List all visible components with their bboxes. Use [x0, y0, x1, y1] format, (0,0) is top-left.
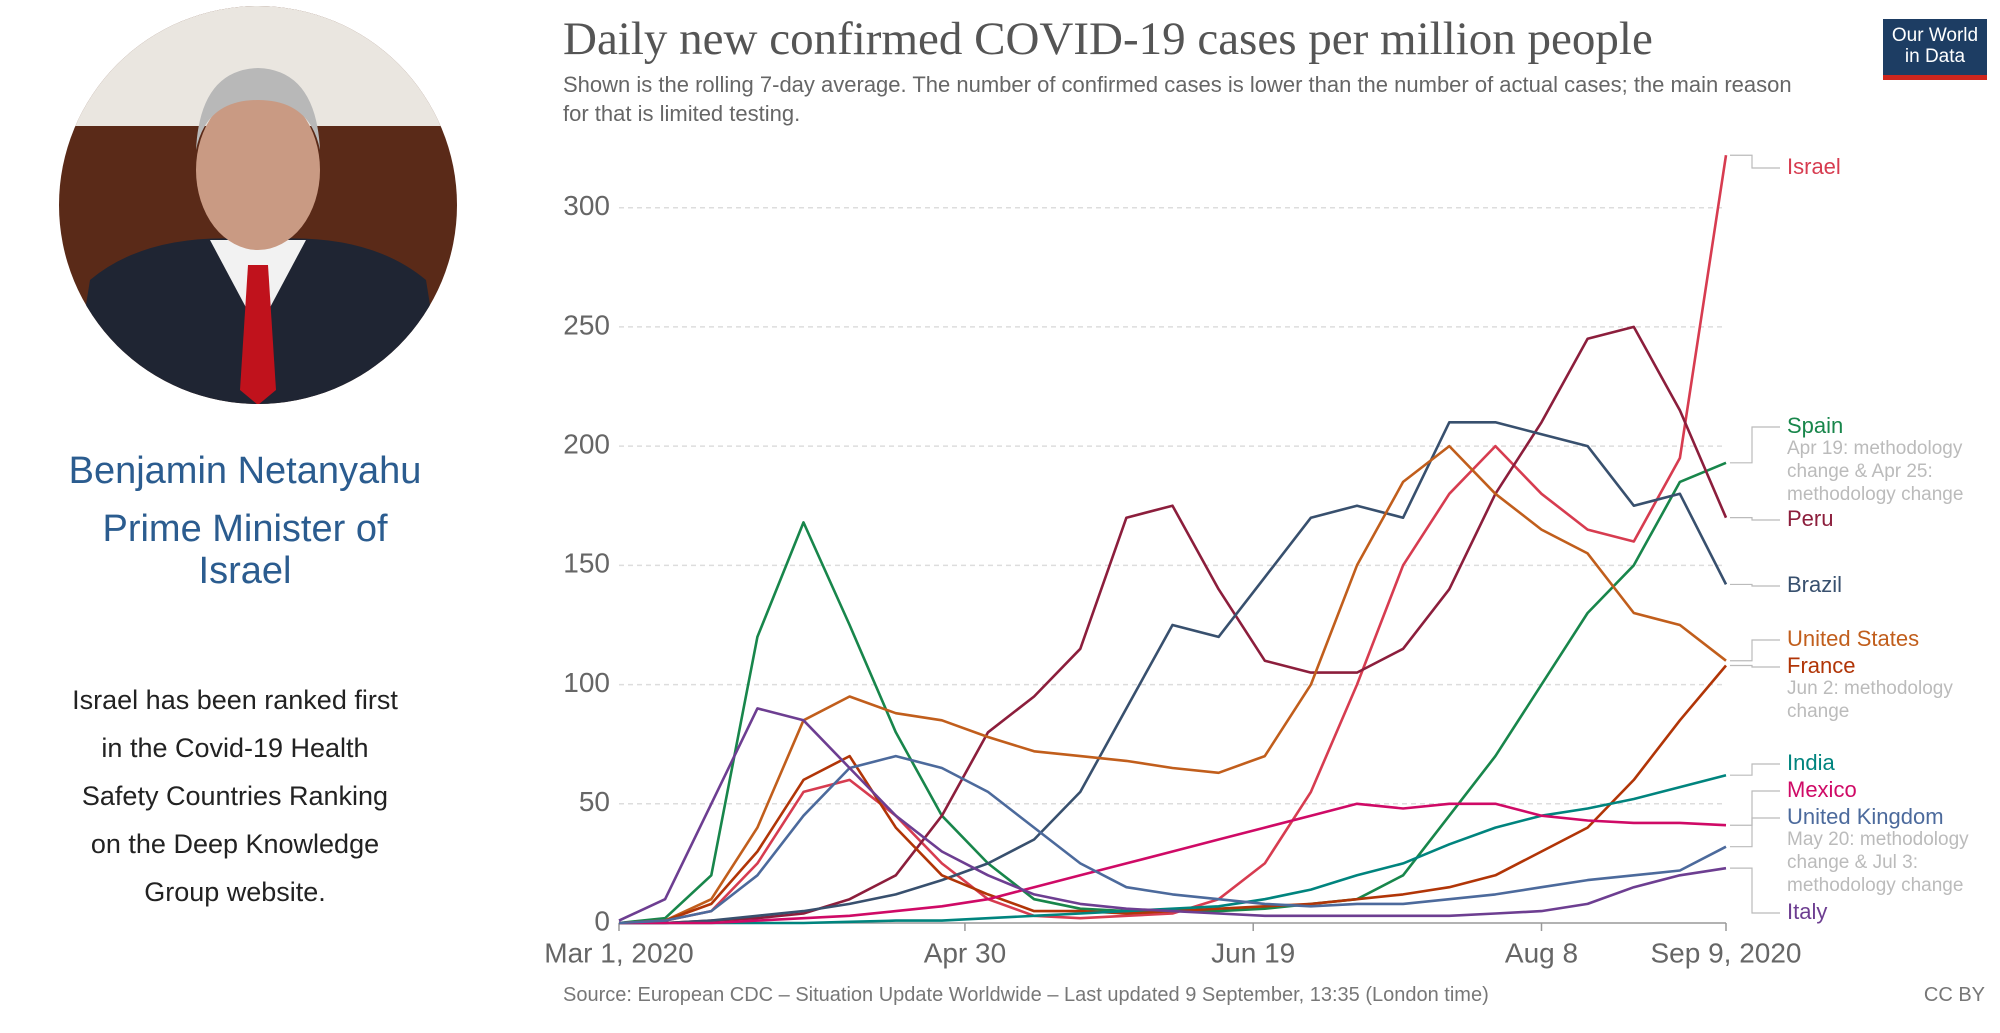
label-connector: [1730, 763, 1780, 776]
y-tick-label: 200: [563, 429, 610, 460]
legend-label: United Kingdom: [1787, 804, 1944, 829]
x-tick-label: Jun 19: [1211, 937, 1295, 968]
series-line: [618, 707, 1727, 922]
y-tick-label: 50: [579, 786, 610, 817]
y-tick-label: 100: [563, 667, 610, 698]
y-tick-label: 0: [594, 905, 610, 936]
series-line: [619, 421, 1728, 925]
series-note: Jun 2: methodology change: [1787, 678, 1953, 722]
logo[interactable]: Our World in Data: [1883, 19, 1987, 80]
legend-label: India: [1787, 750, 1835, 775]
label-connector: [1730, 426, 1780, 464]
series-line: [618, 754, 1727, 925]
legend-label: Spain: [1787, 413, 1844, 438]
y-tick-label: 300: [563, 190, 610, 221]
series-note: Apr 19: methodology change & Apr 25: met…: [1787, 438, 1964, 505]
label-connector: [1730, 517, 1780, 521]
series-line: [619, 773, 1727, 925]
label-connector: [1730, 583, 1780, 587]
series-line: [619, 325, 1728, 925]
y-tick-label: 150: [563, 548, 610, 579]
y-tick-label: 250: [563, 309, 610, 340]
legend-label: Italy: [1787, 899, 1828, 924]
x-tick-label: Aug 8: [1505, 937, 1578, 968]
person-note: Israel has been ranked first in the Covi…: [72, 685, 398, 907]
label-connector: [1730, 817, 1780, 848]
label-connector: [1730, 639, 1780, 662]
x-tick-label: Sep 9, 2020: [1650, 937, 1801, 968]
chart-subtitle: Shown is the rolling 7-day average. The …: [563, 72, 1792, 126]
portrait: [59, 6, 457, 404]
series-note: May 20: methodology change & Jul 3: meth…: [1787, 829, 1969, 896]
x-tick-label: Apr 30: [924, 937, 1007, 968]
person-name: Benjamin Netanyahu: [68, 450, 422, 492]
series-line: [618, 461, 1727, 925]
series-line: [619, 802, 1727, 925]
legend-label: United States: [1787, 626, 1920, 651]
label-connector: [1730, 867, 1780, 914]
person-role: Prime Minister of Israel: [102, 508, 388, 592]
label-connector: [1730, 154, 1780, 169]
legend-label: France: [1787, 653, 1856, 678]
legend-label: Israel: [1787, 154, 1841, 179]
legend-label: Mexico: [1787, 777, 1857, 802]
source: Source: European CDC – Situation Update …: [563, 984, 1489, 1006]
series-line: [618, 155, 1728, 925]
license[interactable]: CC BY: [1923, 984, 1985, 1006]
chart-title: Daily new confirmed COVID-19 cases per m…: [563, 13, 1653, 65]
x-tick-label: Mar 1, 2020: [544, 937, 693, 968]
legend-label: Brazil: [1787, 572, 1843, 597]
label-connector: [1730, 664, 1780, 668]
label-connector: [1730, 790, 1780, 826]
legend-label: Peru: [1787, 506, 1834, 531]
